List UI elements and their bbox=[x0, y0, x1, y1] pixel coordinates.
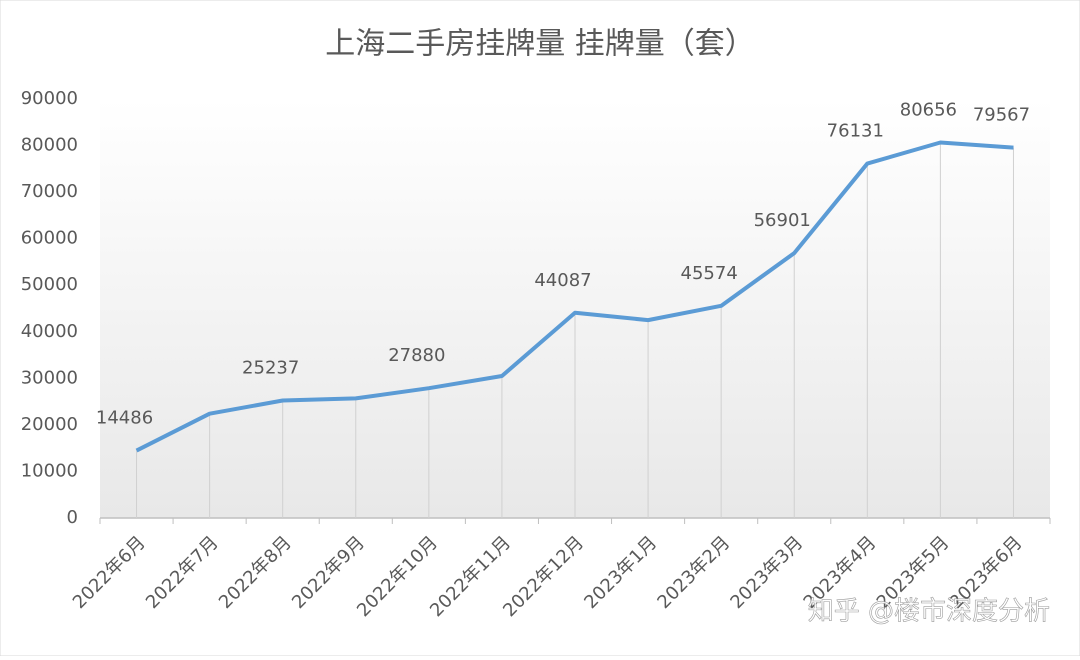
y-tick-label: 60000 bbox=[21, 228, 78, 249]
data-label: 27880 bbox=[388, 345, 445, 366]
y-tick-label: 90000 bbox=[21, 88, 78, 109]
y-tick-label: 30000 bbox=[21, 367, 78, 388]
data-label: 56901 bbox=[754, 210, 811, 231]
data-label: 44087 bbox=[534, 270, 591, 291]
data-label: 76131 bbox=[827, 121, 884, 142]
y-tick-label: 70000 bbox=[21, 181, 78, 202]
y-tick-label: 10000 bbox=[21, 460, 78, 481]
data-label: 80656 bbox=[900, 100, 957, 121]
line bbox=[135, 140, 1014, 453]
data-label: 25237 bbox=[242, 358, 299, 379]
y-tick-label: 50000 bbox=[21, 274, 78, 295]
y-tick-label: 80000 bbox=[21, 135, 78, 156]
y-tick-label: 40000 bbox=[21, 321, 78, 342]
data-label: 79567 bbox=[973, 105, 1030, 126]
watermark: 知乎 @楼市深度分析 bbox=[808, 597, 1050, 627]
data-label: 45574 bbox=[681, 263, 738, 284]
chart-title: 上海二手房挂牌量 挂牌量（套） bbox=[325, 27, 755, 62]
y-tick-label: 0 bbox=[67, 507, 78, 528]
y-tick-label: 20000 bbox=[21, 414, 78, 435]
data-label: 14486 bbox=[96, 408, 153, 429]
